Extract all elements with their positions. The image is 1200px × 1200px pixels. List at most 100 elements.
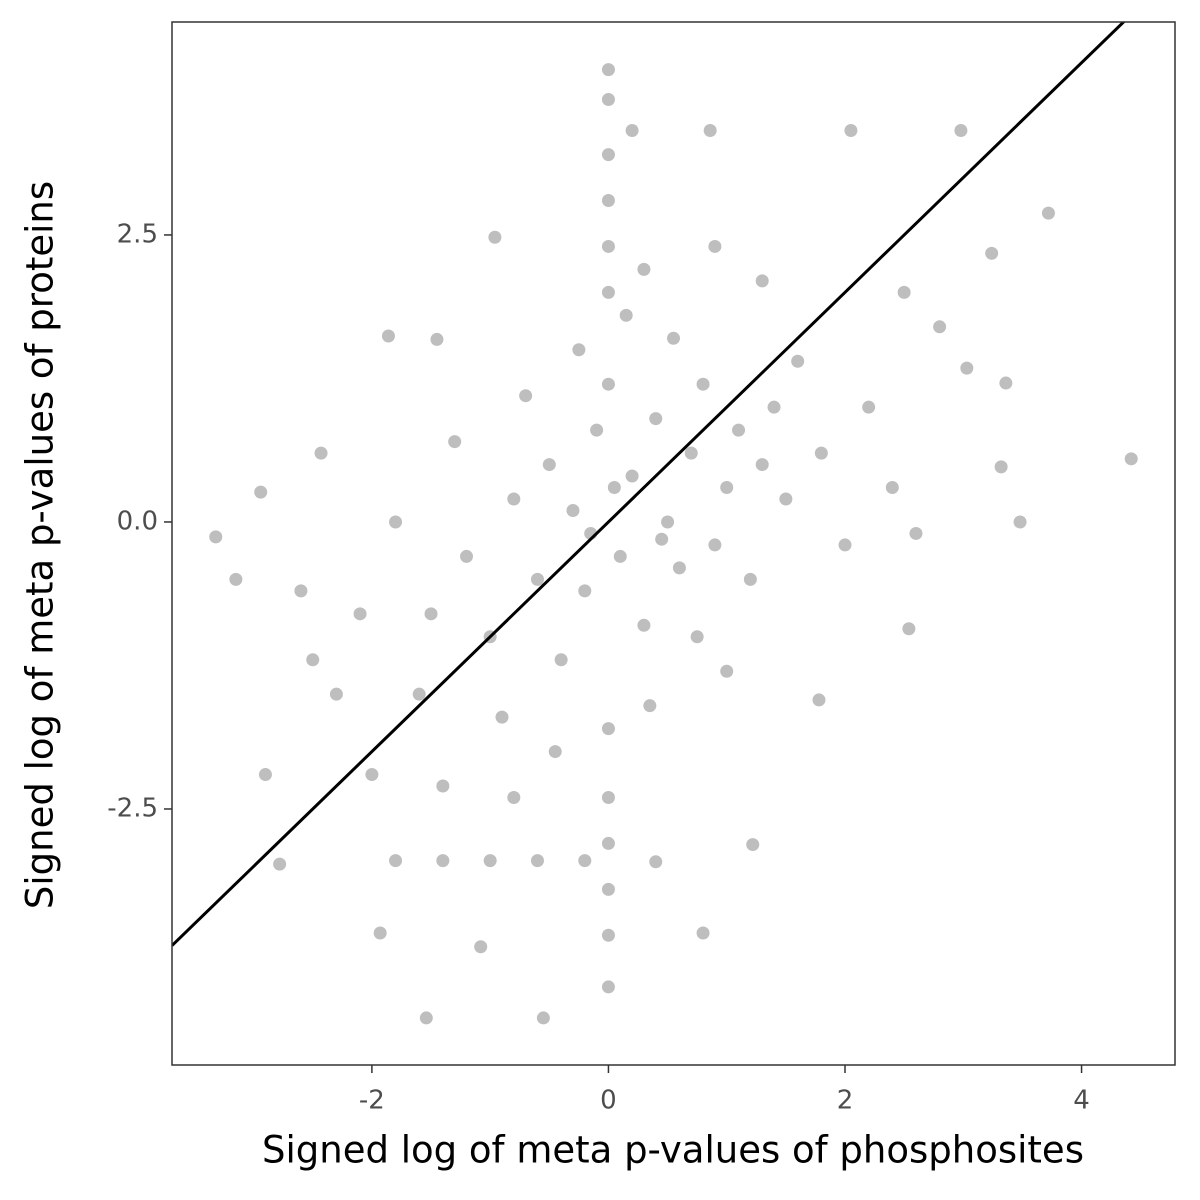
point	[838, 538, 852, 552]
point	[572, 343, 586, 357]
point	[495, 710, 509, 724]
point	[779, 492, 793, 506]
point	[607, 481, 621, 495]
point	[373, 926, 387, 940]
point	[530, 572, 544, 586]
point	[601, 882, 615, 896]
point	[507, 492, 521, 506]
point	[601, 148, 615, 162]
point	[897, 285, 911, 299]
point	[767, 400, 781, 414]
point	[389, 854, 403, 868]
x-tick-label: 0	[600, 1086, 617, 1116]
point	[619, 308, 633, 322]
point	[273, 857, 287, 871]
point	[578, 854, 592, 868]
point	[436, 779, 450, 793]
point	[389, 515, 403, 529]
point	[708, 239, 722, 253]
point	[353, 607, 367, 621]
point	[460, 549, 474, 563]
point	[601, 239, 615, 253]
point	[424, 607, 438, 621]
point	[696, 926, 710, 940]
y-tick-label: 2.5	[117, 219, 158, 249]
point	[862, 400, 876, 414]
point	[258, 768, 272, 782]
point	[933, 320, 947, 334]
point	[381, 329, 395, 343]
point	[743, 572, 757, 586]
plot-area	[172, 22, 1138, 1025]
point	[306, 653, 320, 667]
point	[960, 361, 974, 375]
x-tick-label: 2	[837, 1086, 854, 1116]
point	[732, 423, 746, 437]
point	[566, 503, 580, 517]
point	[708, 538, 722, 552]
point	[601, 836, 615, 850]
point	[985, 246, 999, 260]
point	[601, 377, 615, 391]
point	[655, 532, 669, 546]
point	[649, 412, 663, 426]
point	[601, 791, 615, 805]
point	[625, 123, 639, 137]
point	[812, 693, 826, 707]
point	[430, 332, 444, 346]
point	[667, 331, 680, 345]
point	[483, 854, 497, 868]
point	[601, 194, 615, 208]
point	[999, 376, 1013, 390]
point	[902, 622, 916, 636]
point	[746, 838, 760, 852]
point	[601, 63, 615, 77]
point	[254, 485, 268, 499]
x-tick-label: -2	[359, 1086, 385, 1116]
point	[601, 928, 615, 942]
point	[209, 530, 223, 544]
point	[314, 446, 328, 460]
point	[994, 460, 1008, 474]
point	[720, 664, 734, 678]
point	[601, 722, 615, 736]
point	[548, 745, 562, 759]
point	[412, 687, 426, 701]
point	[613, 549, 627, 563]
point	[601, 285, 615, 299]
x-tick-label: 4	[1073, 1086, 1090, 1116]
point	[1124, 452, 1138, 466]
point	[703, 123, 717, 137]
point	[814, 446, 828, 460]
point	[720, 481, 734, 495]
point	[590, 423, 604, 437]
point	[909, 526, 923, 540]
point	[684, 446, 698, 460]
point	[885, 481, 899, 495]
y-tick-label: -2.5	[107, 793, 158, 823]
point	[643, 699, 657, 713]
point	[448, 435, 462, 449]
point	[474, 940, 488, 954]
point	[419, 1011, 433, 1025]
point	[542, 458, 556, 472]
point	[755, 274, 769, 288]
point	[601, 92, 615, 106]
panel-border	[171, 21, 1176, 1066]
point	[672, 561, 686, 575]
point	[365, 768, 379, 782]
point	[637, 262, 651, 276]
point	[791, 354, 805, 368]
point	[519, 389, 533, 403]
point	[755, 458, 769, 472]
point	[554, 653, 568, 667]
point	[625, 469, 639, 483]
point	[530, 854, 544, 868]
point	[436, 854, 450, 868]
point	[690, 630, 704, 644]
point	[488, 230, 502, 244]
point	[696, 377, 710, 391]
point	[1041, 206, 1055, 220]
